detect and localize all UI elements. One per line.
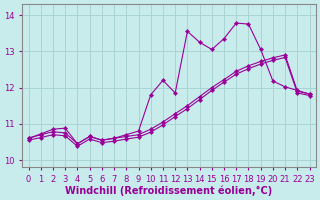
X-axis label: Windchill (Refroidissement éolien,°C): Windchill (Refroidissement éolien,°C)	[65, 185, 273, 196]
